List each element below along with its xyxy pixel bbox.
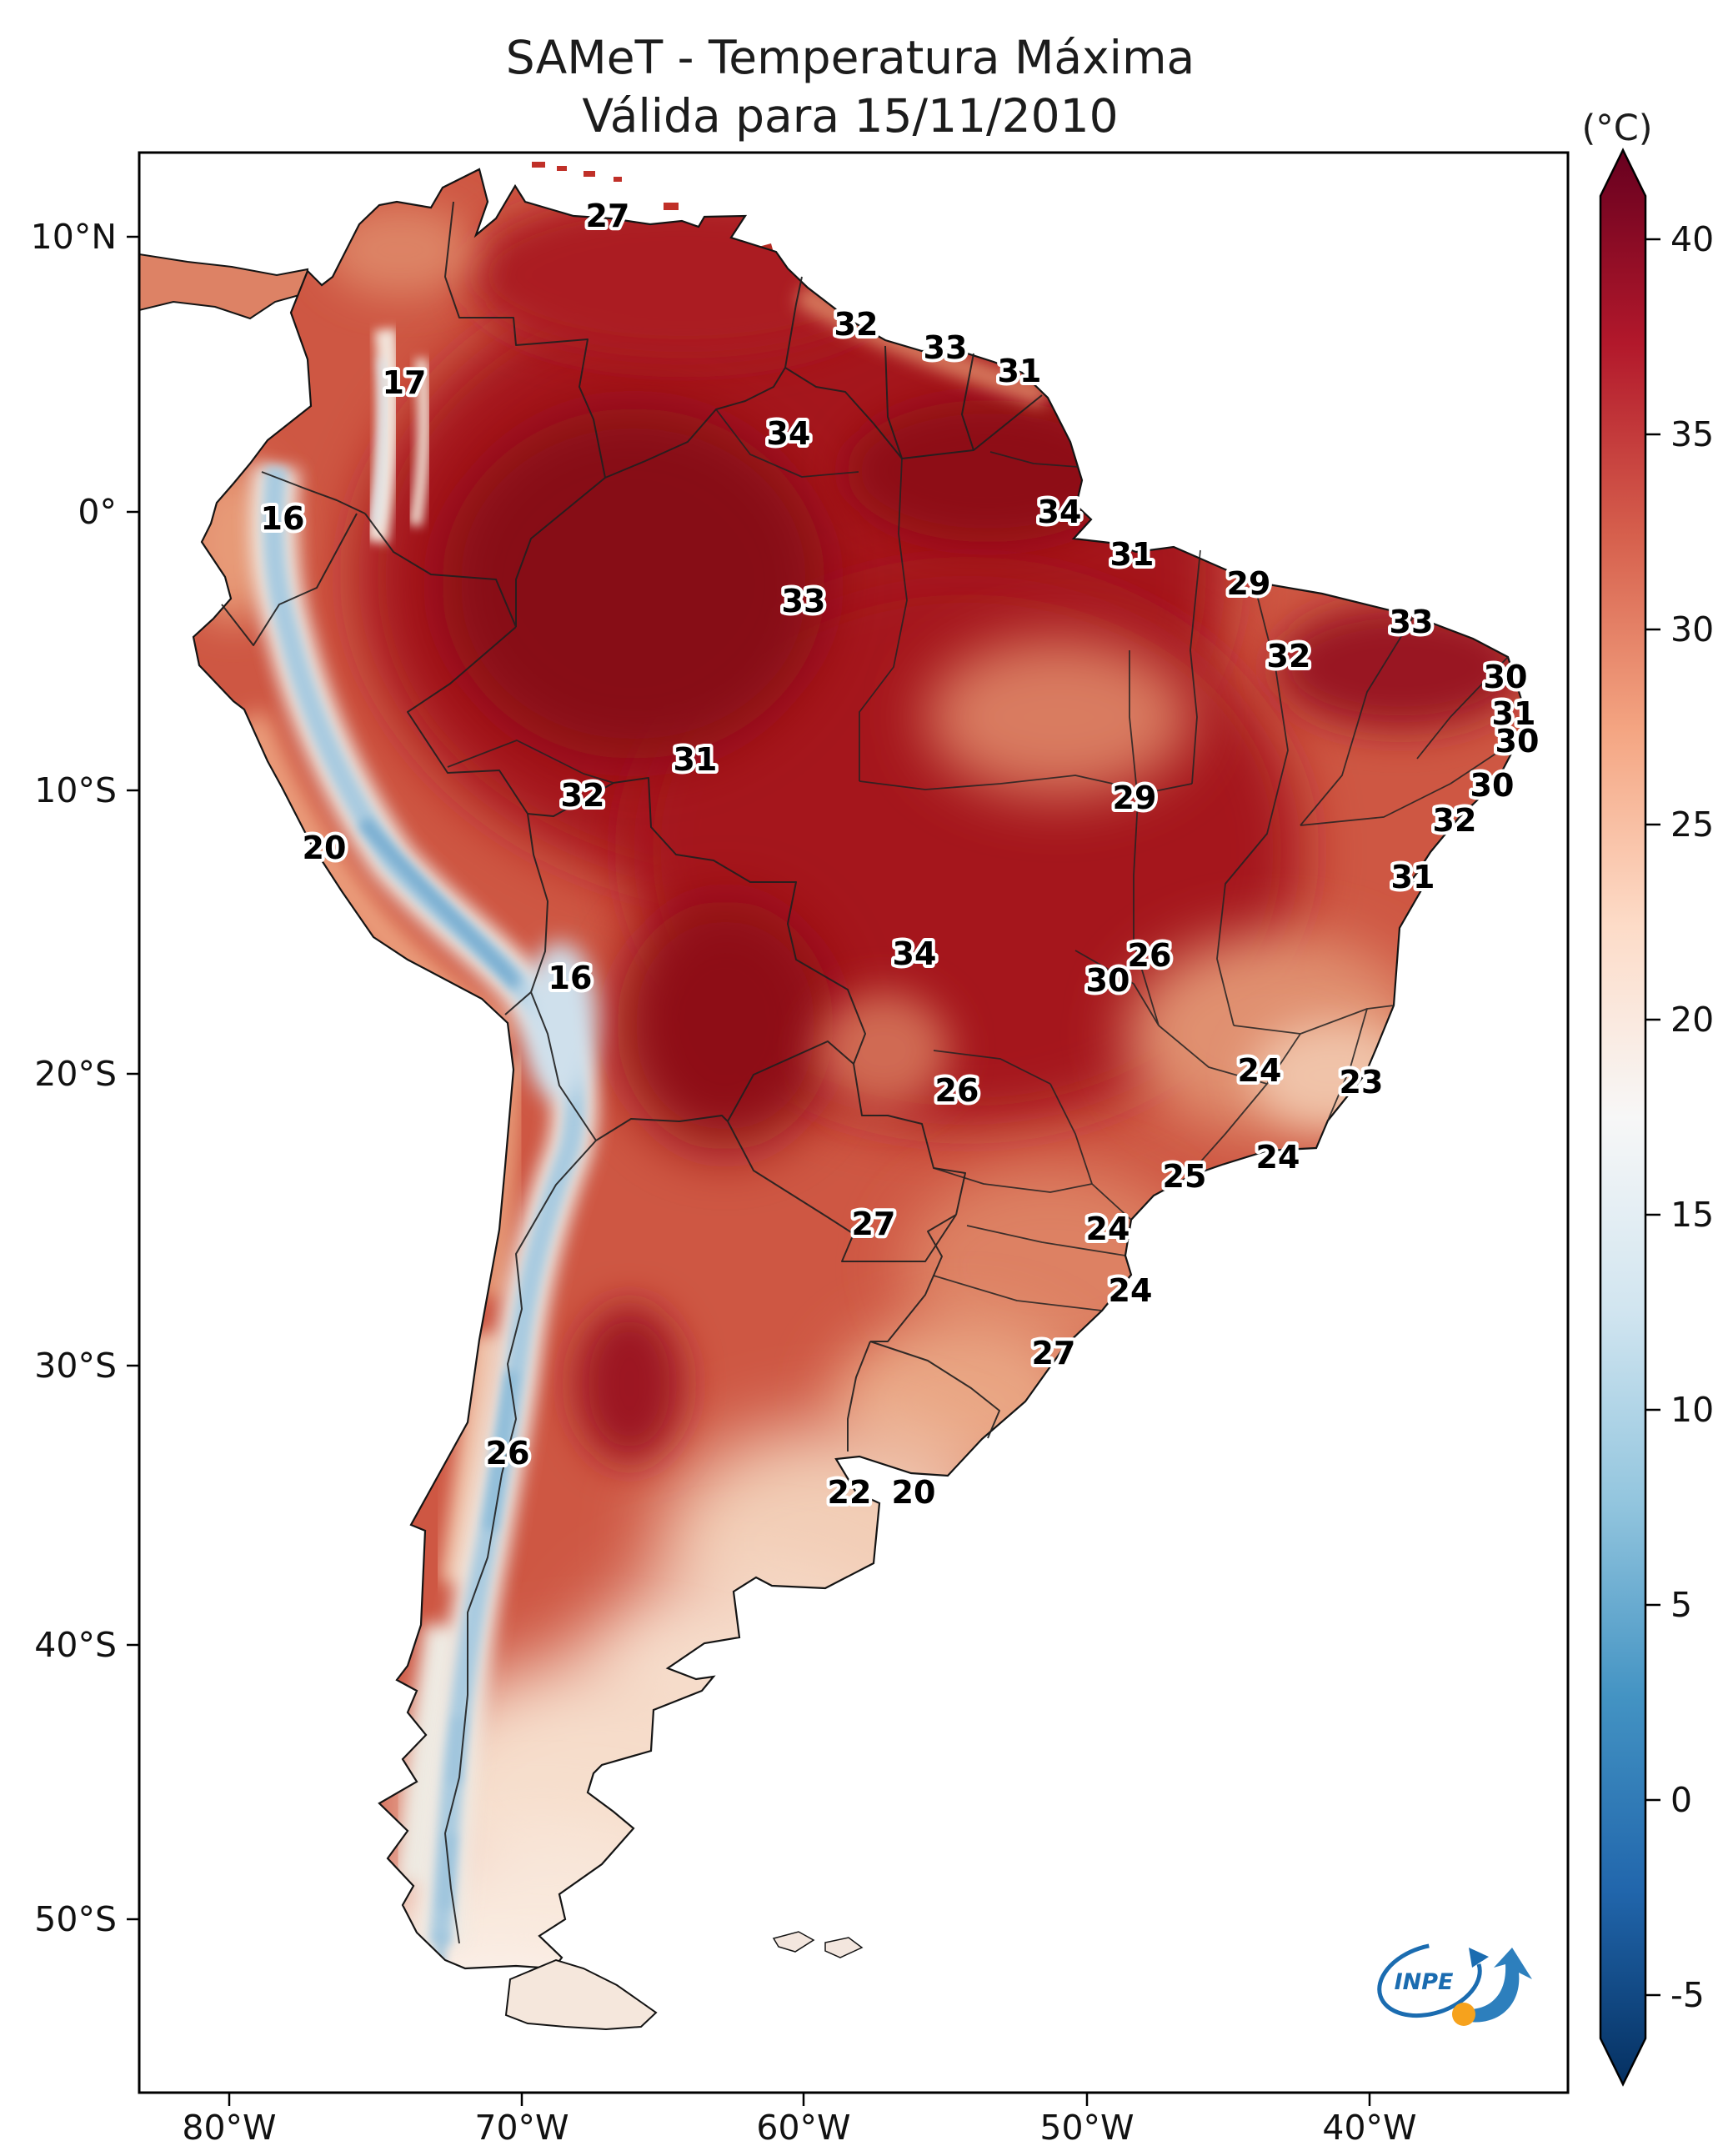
temperature-field (193, 192, 1522, 1968)
station-temp-label: 27 (852, 1206, 896, 1242)
station-temp-label: 31 (1492, 695, 1536, 732)
station-temp-label: 29 (1113, 780, 1157, 816)
colorbar-tick-label: 0 (1670, 1780, 1692, 1820)
station-temp-label: 26 (486, 1435, 530, 1472)
lat-tick-label: 20°S (34, 1054, 117, 1094)
country-borders (221, 201, 1043, 1944)
station-temp-label: 24 (1086, 1211, 1130, 1247)
colorbar-tick-label: 40 (1670, 219, 1714, 259)
station-temp-label: 24 (1238, 1052, 1282, 1089)
andes-cold-band (250, 328, 599, 1968)
lat-tick-label: 10°N (31, 217, 117, 257)
station-temp-label: 32 (1433, 802, 1477, 839)
station-temp-label: 34 (1038, 494, 1082, 530)
colorbar-tick-label: -5 (1670, 1975, 1705, 2015)
station-temp-label: 31 (674, 741, 718, 778)
colorbar-tick-label: 25 (1670, 805, 1714, 845)
lon-tick-label: 60°W (756, 2108, 850, 2148)
colorbar-tick-label: 5 (1670, 1585, 1692, 1625)
station-temp-label: 16 (548, 960, 593, 996)
station-temp-label: 31 (998, 353, 1042, 389)
orbit-swirl-icon (1377, 1942, 1482, 2018)
station-temp-label: 29 (1227, 565, 1271, 602)
station-temp-label: 30 (1470, 767, 1515, 804)
station-temp-label: 24 (1256, 1139, 1300, 1176)
station-temp-label: 26 (1128, 937, 1172, 974)
station-temp-label: 34 (767, 415, 811, 452)
colorbar: 40 35 30 25 20 15 10 5 0 -5 (1599, 148, 1714, 2087)
figure-title-line2: Válida para 15/11/2010 (582, 89, 1118, 143)
tierra-del-fuego (504, 1958, 658, 2031)
station-temp-label: 23 (1340, 1064, 1384, 1101)
lon-tick-label: 70°W (474, 2108, 568, 2148)
latitude-axis: 10°N 0° 10°S 20°S 30°S 40°S 50°S (31, 217, 139, 1939)
figure-title-line1: SAMeT - Temperatura Máxima (506, 31, 1195, 84)
station-temp-label: 24 (1109, 1272, 1153, 1309)
colorbar-tick-label: 15 (1670, 1195, 1714, 1235)
station-temp-label: 31 (1391, 859, 1435, 895)
station-temp-label: 25 (1163, 1158, 1207, 1195)
colorbar-tick-label: 20 (1670, 1000, 1714, 1040)
orange-globe-icon (1452, 2003, 1475, 2026)
station-temp-label: 33 (924, 329, 968, 366)
station-temp-label: 22 (828, 1474, 872, 1511)
station-temp-label: 30 (1484, 659, 1528, 695)
station-temp-label: 20 (303, 830, 347, 866)
station-temp-label: 32 (1267, 638, 1311, 674)
station-temp-label: 33 (782, 583, 826, 619)
falkland-islands (772, 1931, 864, 1958)
station-temp-label: 17 (383, 364, 427, 401)
station-temp-label: 34 (893, 935, 937, 972)
lat-tick-label: 30°S (34, 1346, 117, 1386)
map-frame (138, 151, 1570, 2094)
station-temp-label: 32 (834, 306, 879, 343)
lat-tick-label: 50°S (34, 1899, 117, 1939)
lat-tick-label: 40°S (34, 1625, 117, 1665)
state-borders (447, 409, 1520, 1311)
colorbar-gradient-bar (1599, 148, 1647, 2087)
colorbar-tick-label: 10 (1670, 1390, 1714, 1430)
station-temp-label: 30 (1495, 723, 1540, 760)
lon-tick-label: 40°W (1322, 2108, 1416, 2148)
inpe-logo: INPE (1377, 1942, 1532, 2026)
station-temp-label: 31 (1110, 536, 1155, 573)
swoosh-arrow-icon (1464, 1948, 1532, 2023)
station-temp-label: 20 (892, 1474, 936, 1511)
colorbar-ticks: 40 35 30 25 20 15 10 5 0 -5 (1645, 219, 1714, 2015)
panama-landmass (139, 253, 309, 320)
station-temp-label: 30 (1086, 962, 1130, 999)
station-temp-label: 26 (935, 1072, 979, 1109)
orbit-arrowhead-icon (1469, 1948, 1489, 1968)
lon-tick-label: 50°W (1039, 2108, 1134, 2148)
station-temp-label: 32 (561, 777, 605, 814)
longitude-axis: 80°W 70°W 60°W 50°W 40°W (182, 2093, 1417, 2148)
colorbar-tick-label: 35 (1670, 414, 1714, 454)
lat-tick-label: 0° (78, 492, 117, 532)
lat-tick-label: 10°S (34, 770, 117, 810)
inpe-logo-text: INPE (1395, 1969, 1454, 1995)
station-temp-label: 16 (261, 500, 305, 537)
lon-tick-label: 80°W (182, 2108, 276, 2148)
colorbar-tick-label: 30 (1670, 609, 1714, 649)
station-temp-label: 27 (1032, 1335, 1076, 1371)
station-temp-label: 27 (586, 198, 630, 234)
colorbar-unit-label: (°C) (1581, 108, 1652, 149)
station-temp-label: 33 (1390, 604, 1434, 640)
